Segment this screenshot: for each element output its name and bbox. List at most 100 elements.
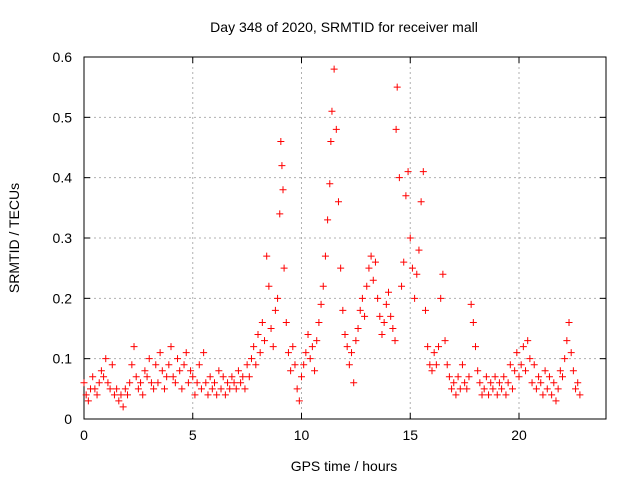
data-point	[163, 373, 171, 381]
data-point	[419, 168, 427, 176]
data-point	[241, 385, 249, 393]
data-point	[404, 168, 412, 176]
data-point	[478, 391, 486, 399]
data-point	[400, 258, 408, 266]
data-point	[252, 361, 260, 369]
data-point	[572, 385, 580, 393]
data-point	[430, 349, 438, 357]
data-point	[189, 373, 197, 381]
data-point	[261, 337, 269, 345]
data-point	[291, 361, 299, 369]
data-point	[552, 397, 560, 405]
data-point	[450, 379, 458, 387]
data-point	[228, 373, 236, 381]
data-point	[472, 343, 479, 351]
data-point	[171, 379, 179, 387]
data-point	[274, 294, 282, 302]
x-tick-label: 5	[189, 427, 197, 443]
y-tick-label: 0.4	[53, 170, 73, 186]
data-point	[554, 385, 562, 393]
data-point	[363, 282, 371, 290]
data-point	[202, 379, 210, 387]
y-tick-label: 0.1	[53, 351, 73, 367]
data-point	[200, 349, 208, 357]
data-point	[215, 367, 223, 375]
data-point	[367, 252, 375, 260]
data-point	[311, 367, 319, 375]
data-point	[519, 343, 527, 351]
data-point	[145, 355, 153, 363]
data-point	[445, 373, 453, 381]
data-point	[280, 264, 288, 272]
x-tick-label: 10	[294, 427, 310, 443]
data-point	[224, 379, 232, 387]
data-point	[491, 373, 499, 381]
data-point	[143, 373, 151, 381]
data-point	[300, 361, 308, 369]
data-point	[474, 367, 482, 375]
data-point	[126, 379, 134, 387]
grid-lines	[84, 57, 606, 419]
data-point	[113, 385, 121, 393]
data-point	[213, 391, 221, 399]
y-tick-label: 0	[64, 411, 72, 427]
data-point	[287, 367, 295, 375]
data-point	[137, 379, 145, 387]
data-point	[298, 373, 305, 381]
data-point	[392, 125, 400, 133]
data-point	[226, 385, 234, 393]
data-point	[374, 294, 382, 302]
data-point	[543, 385, 551, 393]
data-point	[354, 325, 362, 332]
data-point	[284, 349, 292, 357]
x-tick-label: 20	[511, 427, 527, 443]
data-point	[406, 234, 414, 242]
data-point	[480, 385, 488, 393]
data-point	[93, 391, 101, 399]
data-point	[91, 385, 99, 393]
data-point	[417, 198, 425, 206]
data-point	[395, 174, 403, 182]
data-point	[408, 264, 416, 272]
data-point	[258, 318, 266, 326]
data-point	[110, 391, 118, 399]
data-point	[108, 361, 116, 369]
data-point	[452, 391, 460, 399]
data-point	[545, 373, 553, 381]
data-point	[256, 349, 264, 357]
data-point	[315, 318, 323, 326]
x-axis-label: GPS time / hours	[291, 458, 398, 474]
data-point	[508, 385, 516, 393]
data-point	[302, 349, 310, 357]
data-point	[495, 379, 503, 387]
data-point	[458, 361, 466, 369]
data-point	[134, 385, 142, 393]
data-point	[500, 373, 508, 381]
data-point	[295, 397, 303, 405]
data-point	[528, 379, 536, 387]
y-axis-label: SRMTID / TECUs	[6, 183, 22, 293]
data-point	[100, 373, 108, 381]
data-point	[463, 385, 471, 393]
data-point	[569, 367, 577, 375]
data-point	[130, 343, 138, 351]
data-point	[563, 337, 571, 345]
data-point	[413, 270, 421, 278]
data-point	[371, 258, 379, 266]
data-point	[277, 137, 285, 145]
data-point	[502, 391, 510, 399]
data-point	[152, 361, 160, 369]
data-point	[150, 385, 158, 393]
data-point	[278, 162, 286, 170]
data-point	[237, 379, 245, 387]
data-point	[141, 367, 149, 375]
data-point	[243, 361, 251, 369]
data-point	[402, 192, 410, 200]
data-point	[448, 385, 456, 393]
data-point	[537, 379, 545, 387]
data-point	[574, 379, 582, 387]
data-point	[121, 385, 129, 393]
data-point	[421, 306, 429, 314]
data-point	[358, 294, 366, 302]
